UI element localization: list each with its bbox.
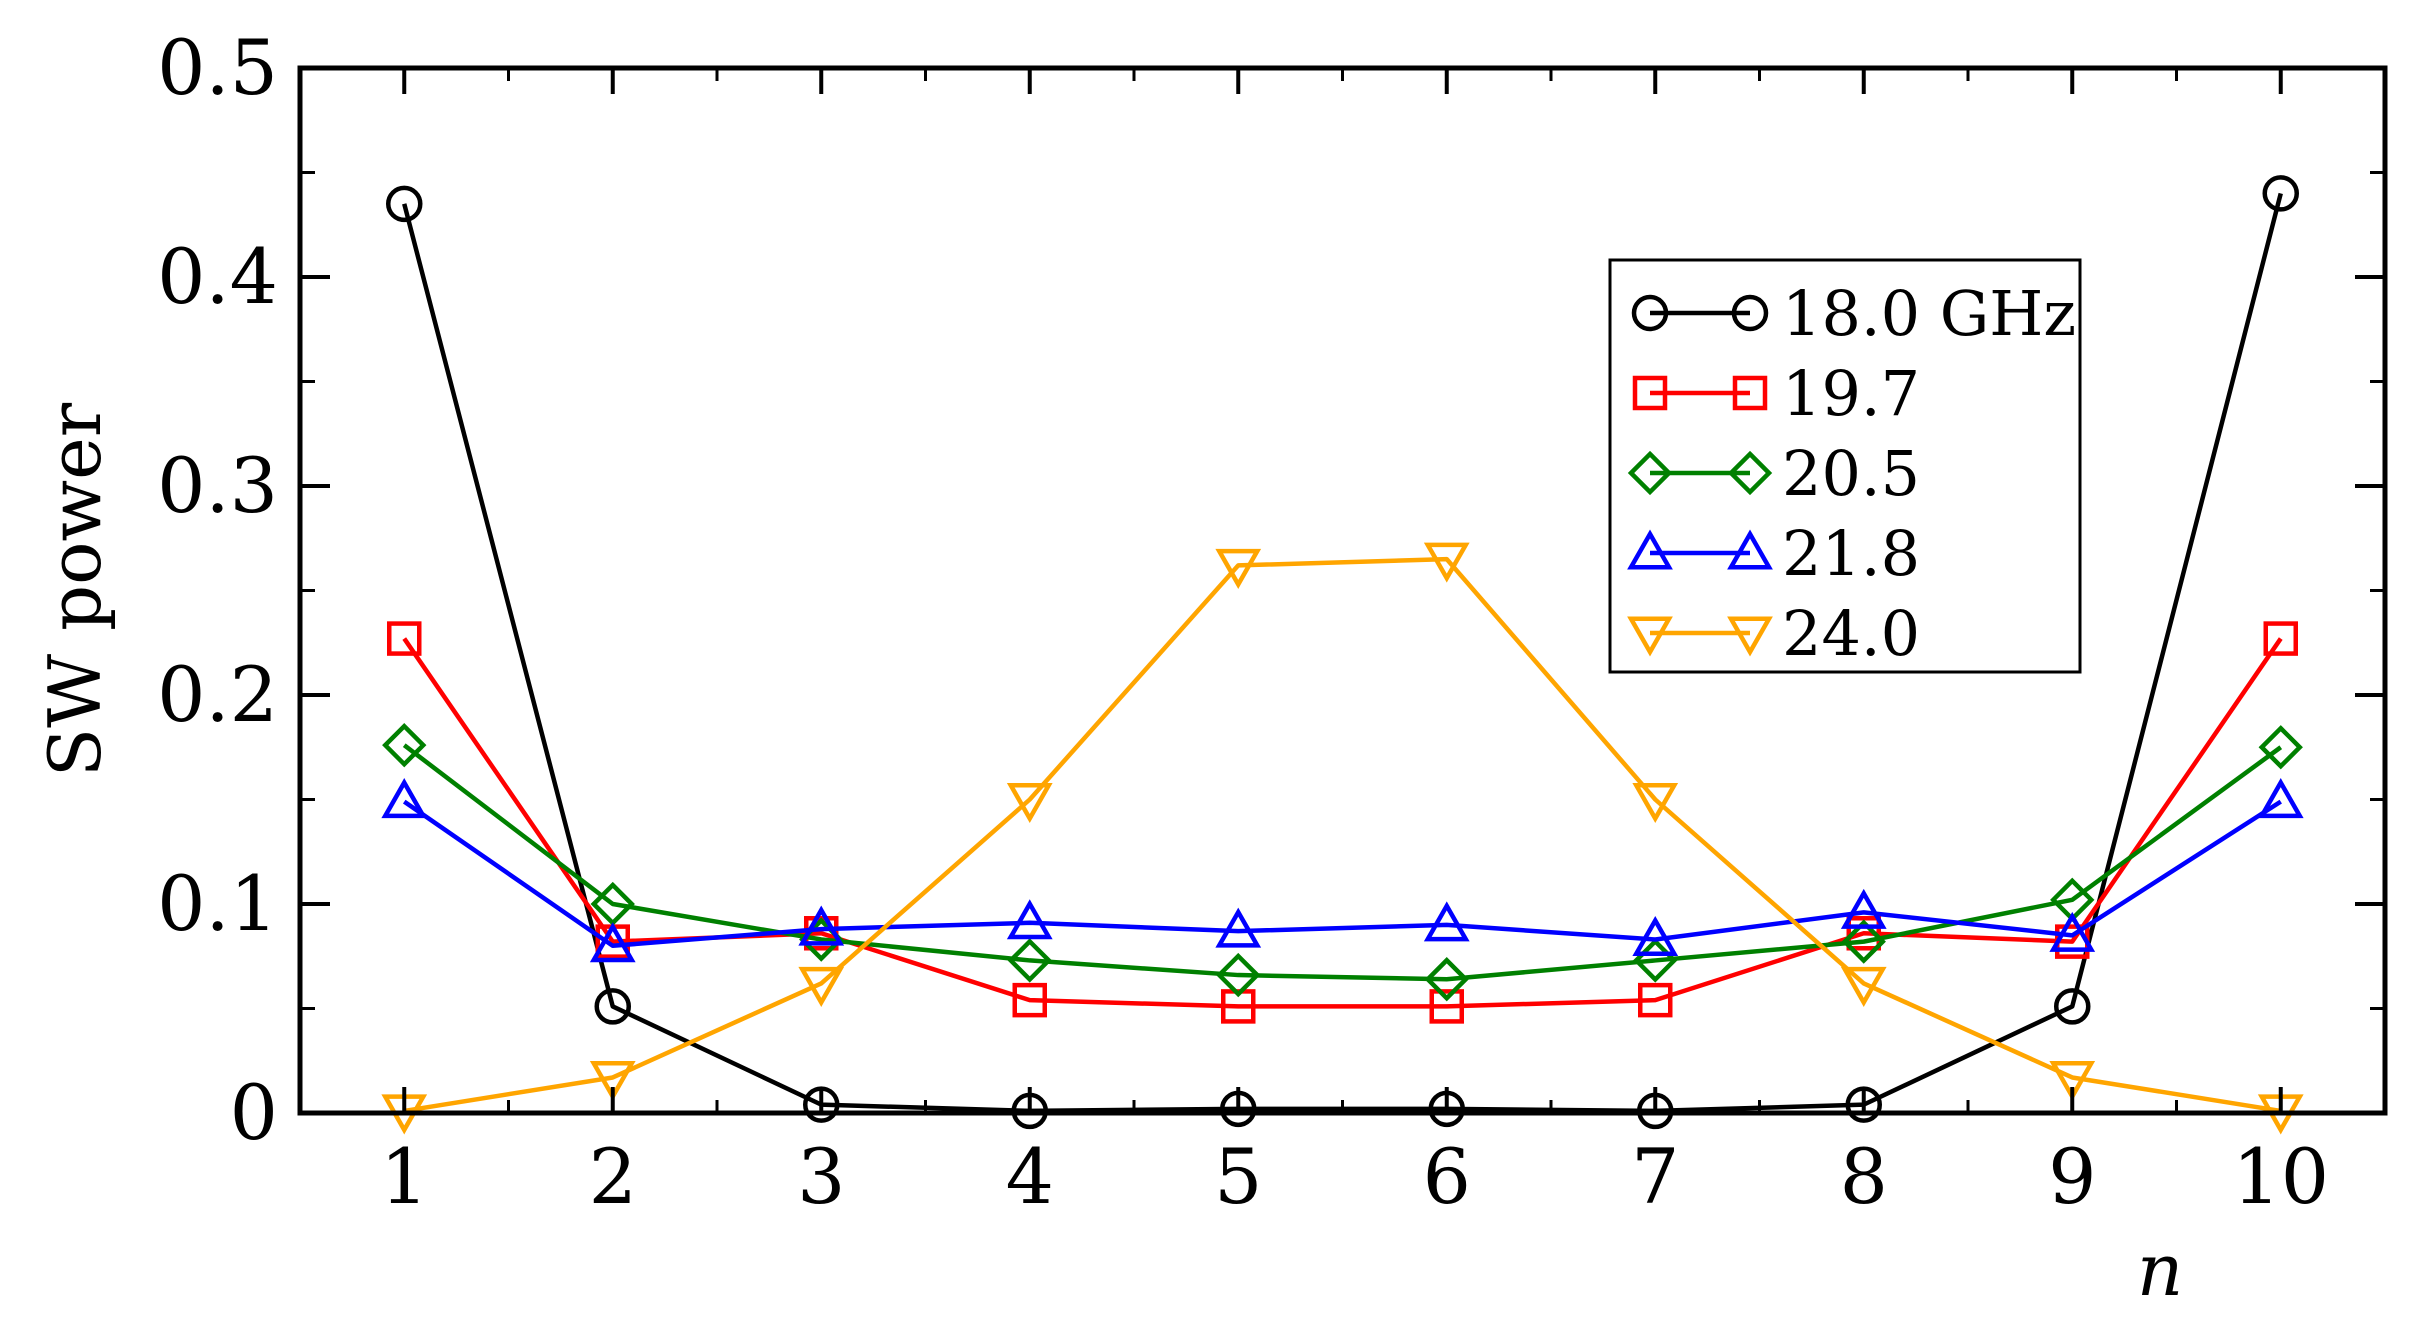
data-point xyxy=(1007,938,1052,983)
legend-item: 19.7 xyxy=(1632,357,1920,430)
data-point xyxy=(387,621,422,656)
data-point xyxy=(1006,899,1053,940)
x-axis-title: n xyxy=(2137,1228,2183,1312)
legend-label: 20.5 xyxy=(1782,437,1920,510)
data-point xyxy=(2049,911,2096,952)
x-tick-label: 3 xyxy=(797,1132,845,1221)
x-tick-label: 4 xyxy=(1006,1132,1054,1221)
y-axis-title: SW power xyxy=(33,402,117,777)
x-tick-label: 8 xyxy=(1840,1132,1888,1221)
data-point xyxy=(1424,957,1469,1002)
data-point xyxy=(1423,542,1470,583)
legend-marker xyxy=(1627,616,1673,657)
data-point xyxy=(2262,175,2299,212)
data-point xyxy=(1429,989,1464,1024)
legend-label: 18.0 GHz xyxy=(1782,277,2076,350)
data-point xyxy=(2049,1060,2096,1102)
x-tick-label: 7 xyxy=(1631,1132,1679,1221)
data-point xyxy=(1216,952,1261,998)
y-tick-label: 0.1 xyxy=(157,859,278,948)
series-1 xyxy=(387,621,2298,1024)
x-tick-label: 9 xyxy=(2048,1132,2096,1221)
data-point xyxy=(1638,982,1673,1018)
data-point xyxy=(2263,621,2298,656)
x-tick-label: 6 xyxy=(1423,1132,1471,1221)
data-point xyxy=(2054,988,2091,1025)
x-tick-label: 1 xyxy=(380,1132,428,1221)
data-point xyxy=(1012,982,1047,1018)
legend-label: 21.8 xyxy=(1782,517,1920,590)
legend-marker xyxy=(1732,375,1768,411)
data-point xyxy=(1632,915,1679,957)
legend-item: 20.5 xyxy=(1627,437,1920,510)
data-point xyxy=(1215,907,1262,948)
data-point xyxy=(1215,548,1262,589)
data-point xyxy=(386,185,423,223)
x-tick-label: 5 xyxy=(1214,1132,1262,1221)
data-point xyxy=(1006,783,1053,824)
y-tick-label: 0 xyxy=(230,1068,278,1157)
y-tick-label: 0.3 xyxy=(157,441,278,530)
legend-marker xyxy=(1627,450,1673,496)
series-line xyxy=(402,637,2283,1009)
data-point xyxy=(1840,966,1887,1007)
series-line xyxy=(402,799,2282,949)
y-tick-label: 0.4 xyxy=(157,232,278,321)
legend-item: 18.0 GHz xyxy=(1631,277,2076,350)
legend-marker xyxy=(1731,294,1769,332)
data-point xyxy=(1423,901,1470,942)
plot-marks xyxy=(381,175,2304,1135)
legend-box xyxy=(1608,258,2082,674)
legend-marker xyxy=(1727,529,1773,570)
data-point xyxy=(1840,888,1887,929)
legend-item: 24.0 xyxy=(1627,597,1920,670)
series-line xyxy=(403,556,2282,1114)
data-point xyxy=(2257,778,2304,819)
legend-label: 19.7 xyxy=(1782,357,1920,430)
legend-marker xyxy=(1627,529,1673,570)
x-tick-label: 2 xyxy=(589,1132,637,1221)
legend-marker xyxy=(1727,450,1773,496)
data-point xyxy=(589,922,636,963)
series-line xyxy=(402,743,2283,982)
series-2 xyxy=(382,722,2303,1002)
axis-ticks: 1 2 3 4 5 6 7 8 9 10 0 0.1 0.2 0.3 0.4 0.5 xyxy=(157,23,2385,1221)
data-point xyxy=(594,988,631,1025)
data-point xyxy=(1632,783,1679,824)
y-tick-label: 0.5 xyxy=(157,23,278,112)
data-point xyxy=(381,778,428,819)
data-point xyxy=(382,722,427,768)
legend-item: 21.8 xyxy=(1627,517,1920,590)
x-tick-label: 10 xyxy=(2232,1132,2329,1221)
legend-label: 24.0 xyxy=(1782,597,1920,670)
legend-marker xyxy=(1631,294,1669,332)
data-point xyxy=(798,966,845,1007)
y-tick-label: 0.2 xyxy=(157,650,278,739)
data-point xyxy=(798,905,845,946)
series-3 xyxy=(381,778,2304,963)
data-point xyxy=(589,1060,636,1102)
data-point xyxy=(2258,725,2303,770)
legend-marker xyxy=(1727,616,1773,657)
data-point xyxy=(1841,919,1886,964)
legend-marker xyxy=(1632,375,1668,411)
data-point xyxy=(1846,916,1881,951)
